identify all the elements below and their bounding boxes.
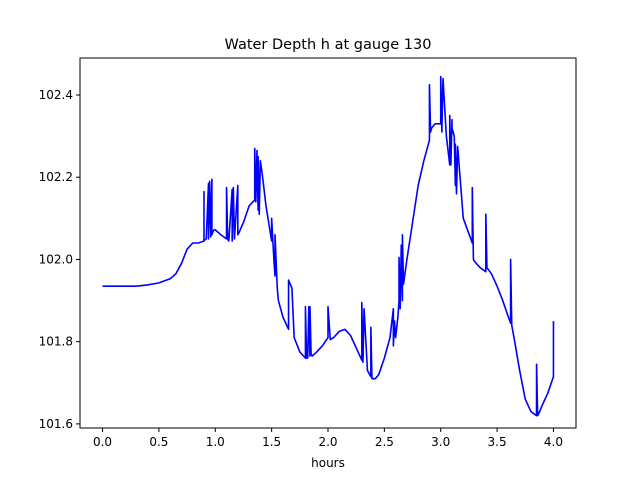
chart-title: Water Depth h at gauge 130 bbox=[225, 37, 432, 53]
y-tick-label: 102.0 bbox=[39, 252, 73, 266]
x-axis-label: hours bbox=[311, 456, 345, 470]
x-tick-label: 1.0 bbox=[206, 435, 225, 449]
y-tick-label: 102.4 bbox=[39, 88, 73, 102]
plot-series bbox=[102, 75, 555, 417]
y-tick-label: 101.6 bbox=[39, 417, 73, 431]
x-tick-label: 0.0 bbox=[93, 435, 112, 449]
series-line-1 bbox=[102, 75, 555, 417]
x-tick-label: 3.5 bbox=[488, 435, 507, 449]
x-tick-label: 0.5 bbox=[149, 435, 168, 449]
y-tick-label: 102.2 bbox=[39, 170, 73, 184]
x-tick-label: 3.0 bbox=[431, 435, 450, 449]
x-axis-ticks: 0.0 0.5 1.0 1.5 2.0 2.5 3.0 3.5 4.0 bbox=[93, 428, 563, 449]
x-tick-label: 1.5 bbox=[262, 435, 281, 449]
x-tick-label: 2.5 bbox=[375, 435, 394, 449]
x-tick-label: 2.0 bbox=[318, 435, 337, 449]
x-tick-label: 4.0 bbox=[544, 435, 563, 449]
y-tick-label: 101.8 bbox=[39, 335, 73, 349]
y-axis-ticks: 101.6 101.8 102.0 102.2 102.4 bbox=[39, 88, 80, 431]
plot-frame bbox=[79, 57, 577, 429]
